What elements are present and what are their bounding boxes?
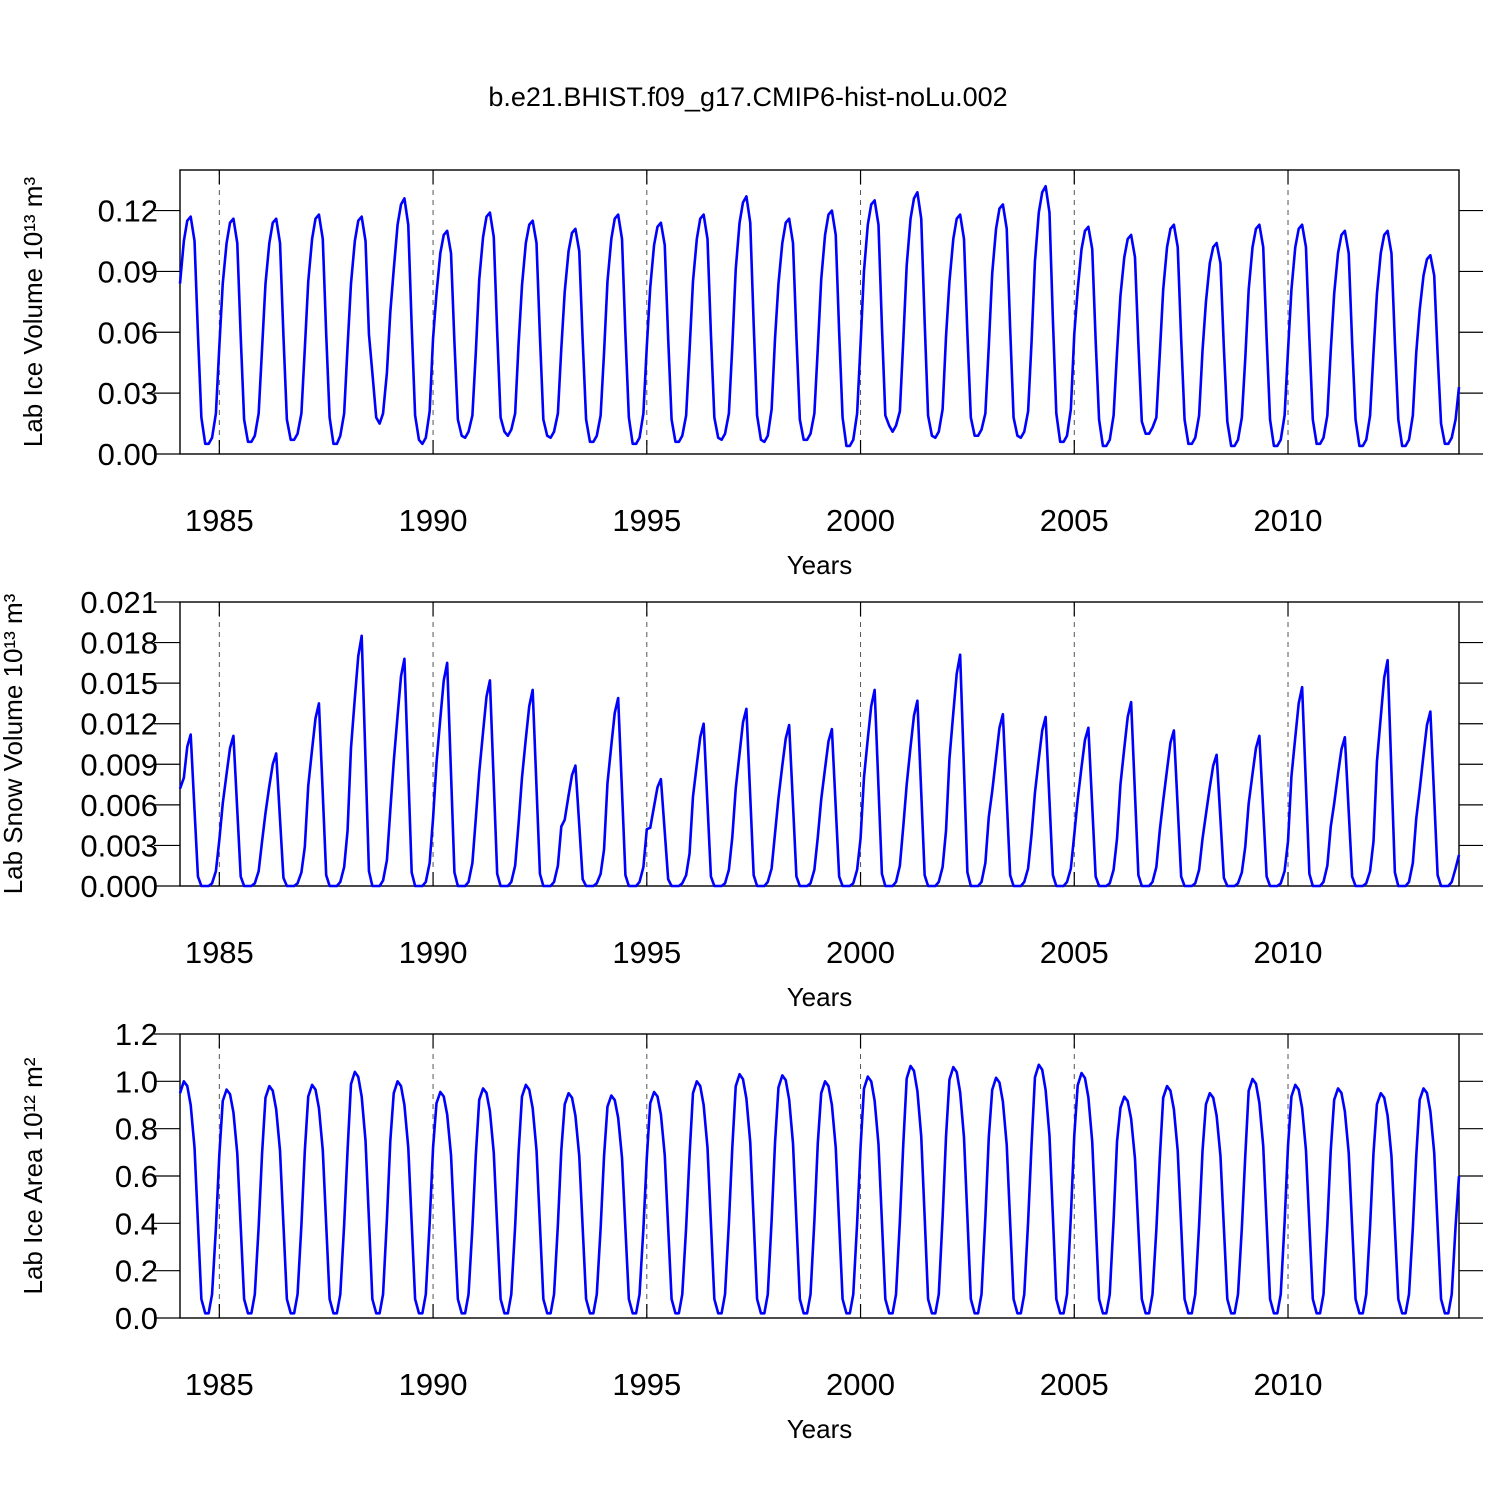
x-tick-label: 1990 — [399, 503, 468, 538]
y-tick-label: 0.000 — [80, 869, 158, 904]
x-tick-label: 2000 — [826, 935, 895, 970]
x-tick-label: 1985 — [185, 503, 254, 538]
x-tick-label: 1985 — [185, 1367, 254, 1402]
y-tick-label: 0.2 — [115, 1254, 158, 1289]
data-line — [178, 634, 1461, 888]
y-tick-label: 0.009 — [80, 747, 158, 782]
data-line — [178, 184, 1461, 448]
x-tick-label: 2010 — [1254, 503, 1323, 538]
x-tick-label: 2005 — [1040, 503, 1109, 538]
x-tick-label: 2000 — [826, 1367, 895, 1402]
x-tick-label: 1990 — [399, 935, 468, 970]
y-tick-label: 0.012 — [80, 707, 158, 742]
y-axis-label: Lab Ice Area 10¹² m² — [18, 1057, 48, 1294]
x-tick-label: 2005 — [1040, 1367, 1109, 1402]
x-axis-label: Years — [787, 550, 853, 580]
figure-title: b.e21.BHIST.f09_g17.CMIP6-hist-noLu.002 — [488, 82, 1007, 112]
x-axis-label: Years — [787, 1414, 853, 1444]
y-tick-label: 0.003 — [80, 828, 158, 863]
y-tick-label: 0.12 — [98, 194, 158, 229]
x-tick-label: 1990 — [399, 1367, 468, 1402]
data-line — [178, 1063, 1461, 1315]
plot-frame — [179, 169, 1460, 455]
y-tick-label: 0.06 — [98, 315, 158, 350]
x-tick-label: 2005 — [1040, 935, 1109, 970]
y-tick-label: 0.021 — [80, 585, 158, 620]
y-tick-label: 0.0 — [115, 1301, 158, 1336]
x-tick-label: 1995 — [612, 503, 681, 538]
x-tick-label: 1995 — [612, 935, 681, 970]
x-tick-label: 2010 — [1254, 935, 1323, 970]
x-axis-label: Years — [787, 982, 853, 1012]
y-tick-label: 0.018 — [80, 626, 158, 661]
x-tick-label: 2000 — [826, 503, 895, 538]
plot-frame — [179, 601, 1460, 887]
y-tick-label: 0.8 — [115, 1112, 158, 1147]
x-tick-label: 2010 — [1254, 1367, 1323, 1402]
y-tick-label: 0.4 — [115, 1206, 158, 1241]
y-tick-label: 1.2 — [115, 1017, 158, 1052]
y-tick-label: 0.09 — [98, 254, 158, 289]
y-tick-label: 0.006 — [80, 788, 158, 823]
y-tick-label: 0.00 — [98, 437, 158, 472]
y-tick-label: 0.015 — [80, 666, 158, 701]
y-axis-label: Lab Snow Volume 10¹³ m³ — [0, 593, 28, 894]
y-tick-label: 0.03 — [98, 376, 158, 411]
y-tick-label: 1.0 — [115, 1064, 158, 1099]
y-axis-label: Lab Ice Volume 10¹³ m³ — [18, 177, 48, 448]
x-tick-label: 1995 — [612, 1367, 681, 1402]
y-tick-label: 0.6 — [115, 1159, 158, 1194]
x-tick-label: 1985 — [185, 935, 254, 970]
